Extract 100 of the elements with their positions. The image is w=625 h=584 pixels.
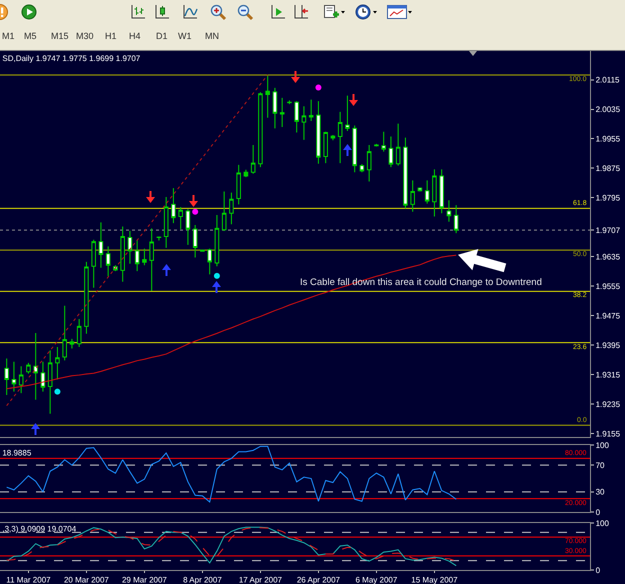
candlestick [98, 222, 104, 268]
candlestick [432, 168, 437, 218]
candlestick [4, 358, 9, 396]
y-tick-label: 1.9795 [596, 194, 621, 203]
timeframe-label: M5 [24, 31, 37, 42]
point [214, 272, 220, 279]
candlestick [360, 164, 364, 173]
line-series [6, 74, 268, 406]
candlestick [323, 131, 328, 164]
candlestick [250, 144, 256, 174]
candlestick [120, 226, 125, 282]
x-tick-label: 17 Apr 2007 [238, 576, 283, 584]
y-tick-label: 1.9875 [596, 164, 621, 174]
candlestick [388, 136, 394, 168]
timeframe-label: M30 [76, 31, 94, 42]
x-tick-label: 8 Apr 2007 [183, 576, 222, 584]
timeframe-label: H1 [105, 31, 117, 42]
candlestick [70, 338, 74, 350]
candlestick [236, 164, 241, 205]
candlestick [345, 95, 350, 132]
timeframe-label: M15 [51, 31, 69, 42]
timeframe-label: H4 [129, 31, 141, 42]
candlestick [134, 239, 140, 272]
y-tick-label: 1.9395 [596, 341, 621, 350]
y-tick-label: 0 [596, 566, 601, 575]
y-tick-label: 2.0115 [596, 76, 620, 85]
candlestick [308, 99, 314, 122]
candlestick [12, 361, 16, 392]
candlestick [207, 248, 212, 275]
candlestick [106, 246, 110, 277]
candlestick [164, 196, 168, 248]
point [315, 84, 322, 90]
candlestick [76, 318, 82, 348]
candlestick [265, 74, 270, 118]
y-tick-label: 1.9315 [596, 370, 621, 380]
y-tick-label: 1.9707 [596, 226, 621, 235]
y-tick-label: 1.9955 [596, 134, 621, 144]
y-tick-label: 2.0035 [596, 105, 621, 114]
candlestick [84, 261, 89, 334]
y-tick-label: 1.9475 [596, 312, 621, 321]
candlestick [258, 92, 263, 168]
timeframe-label: M1 [2, 31, 15, 42]
candlestick [439, 168, 444, 214]
candlestick [454, 204, 458, 234]
candlestick [244, 169, 248, 178]
timeframe-label: W1 [178, 31, 192, 42]
x-tick-label: 26 Apr 2007 [296, 576, 341, 584]
candlestick [128, 230, 132, 264]
candlestick [280, 97, 284, 128]
candlestick [403, 137, 408, 209]
candlestick [294, 100, 299, 133]
y-tick-label: 100 [596, 440, 610, 450]
candlestick [33, 332, 38, 400]
chart-title: SD,Daily 1.9747 1.9775 1.9699 1.9707 [2, 54, 141, 63]
timeframe-label: MN [205, 31, 219, 42]
candlestick [410, 180, 415, 212]
candlestick [192, 224, 198, 258]
candlestick [352, 124, 357, 173]
point [54, 388, 60, 395]
y-tick-label: 1.9635 [596, 252, 621, 262]
candlestick [366, 144, 372, 182]
candlestick [186, 208, 190, 246]
candlestick [272, 87, 278, 129]
candlestick [149, 228, 154, 292]
candlestick [178, 206, 183, 230]
y-tick-label: 1.9235 [596, 400, 621, 409]
candlestick [40, 361, 46, 392]
x-tick-label: 15 May 2007 [411, 576, 458, 584]
x-tick-label: 29 Mar 2007 [122, 576, 168, 584]
candlestick [446, 200, 452, 222]
y-tick-label: 30 [596, 488, 606, 497]
y-tick-label: 0 [596, 508, 601, 517]
candlestick [55, 346, 60, 380]
chart-title: ,3,3) 9.0909 19.0704 [2, 524, 77, 534]
x-tick-label: 20 Mar 2007 [64, 576, 110, 584]
x-tick-label: 6 May 2007 [356, 576, 398, 584]
candlestick [171, 188, 176, 224]
candlestick [222, 190, 226, 232]
candlestick [424, 180, 430, 204]
y-tick-label: 70 [596, 460, 606, 470]
candlestick [142, 248, 147, 266]
x-tick-label: 11 Mar 2007 [6, 576, 52, 584]
candlestick [330, 134, 336, 141]
candlestick [374, 143, 379, 147]
annotation: Is Cable fall down this area it could Change to Downtrend [300, 277, 542, 288]
candlestick [229, 192, 234, 225]
candlestick [214, 214, 220, 267]
candlestick [381, 131, 386, 152]
candlestick [338, 111, 342, 164]
candlestick [18, 366, 24, 394]
candlestick [156, 236, 162, 241]
candlestick [62, 305, 67, 361]
candlestick [418, 186, 422, 192]
candlestick [26, 362, 31, 374]
timeframe-label: D1 [156, 31, 168, 42]
candlestick [302, 106, 306, 140]
candlestick [316, 100, 321, 164]
y-tick-label: 1.9155 [596, 429, 621, 438]
point [192, 208, 198, 215]
candlestick [48, 350, 52, 414]
